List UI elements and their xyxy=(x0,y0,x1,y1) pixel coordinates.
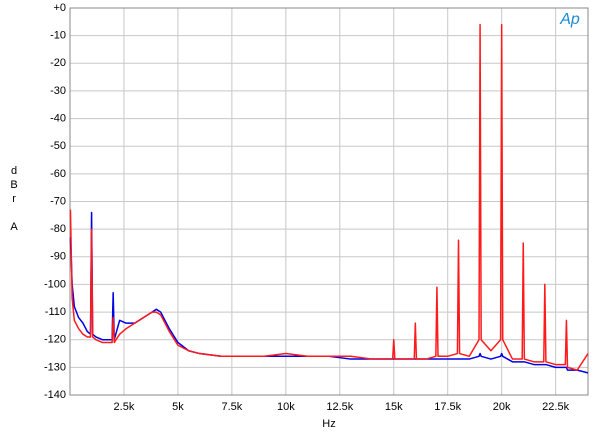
plot-frame xyxy=(69,7,589,396)
y-tick-label: -30 xyxy=(50,85,66,97)
y-tick-label: -120 xyxy=(44,334,66,346)
x-tick-label: 17.5k xyxy=(434,401,461,413)
x-axis-label: Hz xyxy=(322,418,335,430)
x-tick-label: 20k xyxy=(493,401,511,413)
y-tick-label: -50 xyxy=(50,140,66,152)
y-tick-label: -80 xyxy=(50,223,66,235)
series-line xyxy=(69,23,589,371)
y-tick-label: -130 xyxy=(44,361,66,373)
y-tick-label: -90 xyxy=(50,251,66,263)
y-axis-label: dBr A xyxy=(8,165,20,235)
x-tick-label: 15k xyxy=(385,401,403,413)
y-tick-label: -110 xyxy=(45,306,66,318)
x-tick-label: 5k xyxy=(172,401,184,413)
logo: Ap xyxy=(559,11,580,28)
x-tick-label: 10k xyxy=(277,401,295,413)
y-tick-label: -20 xyxy=(50,57,66,69)
y-tick-label: -70 xyxy=(50,195,66,207)
y-tick-label: -40 xyxy=(50,112,66,124)
y-tick-label: -140 xyxy=(44,389,66,401)
x-tick-label: 12.5k xyxy=(326,401,353,413)
x-tick-label: 22.5k xyxy=(542,401,569,413)
y-tick-label: -100 xyxy=(44,278,66,290)
x-tick-label: 2.5k xyxy=(114,401,135,413)
x-tick-label: 7.5k xyxy=(221,401,242,413)
series-line xyxy=(69,211,589,374)
y-tick-label: -60 xyxy=(50,168,66,180)
y-tick-label: +0 xyxy=(53,2,66,14)
y-tick-label: -10 xyxy=(50,30,66,42)
